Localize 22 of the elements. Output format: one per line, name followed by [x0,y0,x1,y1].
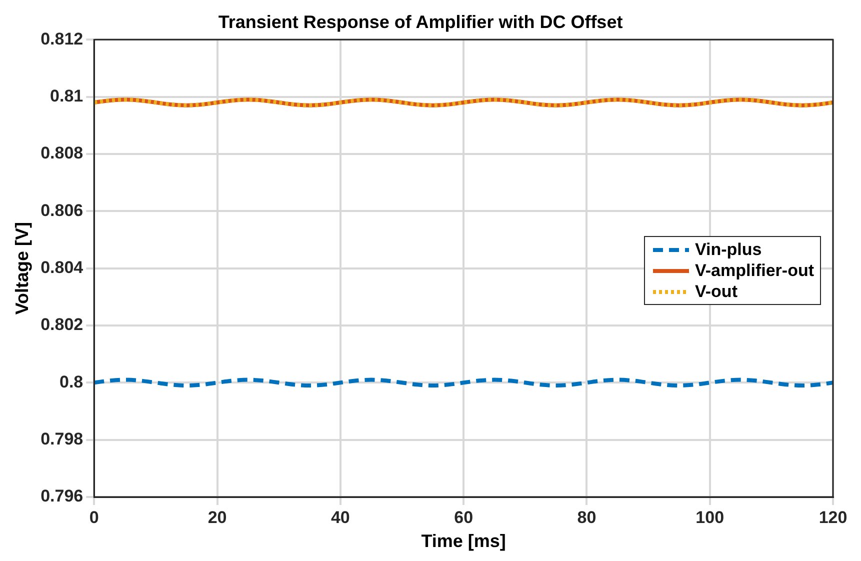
x-tick-label: 60 [454,508,474,527]
y-tick-label: 0.812 [40,29,84,48]
x-axis-title: Time [ms] [421,531,506,552]
y-axis-title: Voltage [V] [12,222,32,315]
y-tick-label: 0.796 [40,486,84,506]
y-tick-label: 0.81 [50,86,84,106]
legend-label: V-amplifier-out [694,260,814,281]
x-tick-label: 0 [89,508,99,527]
x-tick-label: 100 [696,508,724,527]
x-tick-label: 20 [208,508,227,527]
x-tick-label: 40 [330,508,350,527]
legend-label: V-out [694,281,738,302]
y-tick-label: 0.802 [40,315,84,334]
x-tick-label: 80 [577,508,596,527]
y-tick-label: 0.798 [40,430,84,449]
legend-label: Vin-plus [694,239,762,260]
x-tick-label: 120 [818,508,848,527]
y-tick-label: 0.8 [60,372,84,392]
y-tick-label: 0.808 [40,144,84,163]
y-tick-label: 0.804 [40,258,84,277]
chart-title: Transient Response of Amplifier with DC Offset [218,12,623,32]
y-tick-label: 0.806 [40,200,84,220]
